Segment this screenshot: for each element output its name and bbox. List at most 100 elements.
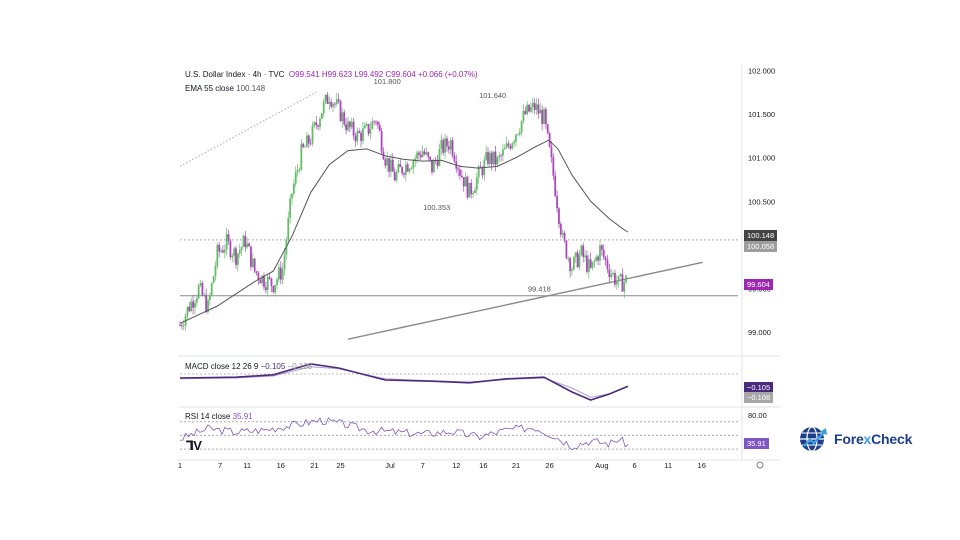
candle-body xyxy=(490,152,493,165)
candle-body xyxy=(569,258,572,272)
candle-body xyxy=(498,155,501,158)
price-annotation: 101.640 xyxy=(479,91,506,100)
candle-body xyxy=(472,192,474,195)
rsi-tag: 35.91 xyxy=(744,438,769,449)
candle-body xyxy=(362,128,364,141)
candle-body xyxy=(625,275,628,282)
candle-body xyxy=(330,101,333,107)
candle-body xyxy=(276,279,278,285)
candle-body xyxy=(371,121,374,130)
candle-body xyxy=(337,99,340,102)
candle-body xyxy=(488,152,491,164)
candle-body xyxy=(442,139,445,153)
candle-body xyxy=(419,154,422,158)
candle-body xyxy=(354,135,357,142)
chart-canvas[interactable]: 101.800 101.640 100.353 99.418 80.00 102.00… xyxy=(178,64,780,474)
x-tick-label: Aug xyxy=(595,461,608,470)
candle-body xyxy=(464,176,467,187)
macd-legend[interactable]: MACD close 12 26 9 −0.105 −0.108 xyxy=(185,362,312,371)
candle-body xyxy=(505,143,508,148)
candle-body xyxy=(550,146,553,158)
x-tick-label: 26 xyxy=(545,461,553,470)
candle-body xyxy=(561,232,564,235)
candle-body xyxy=(180,325,183,327)
candle-body xyxy=(587,259,590,272)
y-tick-label: 99.000 xyxy=(748,328,771,337)
candle-body xyxy=(475,177,478,190)
candle-body xyxy=(248,243,250,247)
candle-body xyxy=(233,248,236,256)
candle-body xyxy=(328,101,331,104)
candle-body xyxy=(502,149,504,156)
candle-body xyxy=(558,208,560,224)
candle-body xyxy=(386,158,389,166)
candle-body xyxy=(600,245,603,250)
candle-body xyxy=(192,301,194,308)
candle-body xyxy=(390,159,392,172)
macd-value-2: −0.108 xyxy=(287,362,313,371)
tv-logo-mark: ⅂V xyxy=(186,438,202,453)
candle-body xyxy=(279,267,282,280)
candle-body xyxy=(460,175,463,178)
candle-body xyxy=(307,135,310,144)
candle-body xyxy=(554,175,557,196)
price-annotation: 100.353 xyxy=(423,203,450,212)
brand-part-2: Check xyxy=(871,431,913,447)
candle-body xyxy=(341,112,344,122)
candle-body xyxy=(597,256,600,261)
candle-body xyxy=(324,94,327,102)
rsi-value: 35.91 xyxy=(232,412,253,421)
candle-body xyxy=(313,122,316,126)
brand-part-x: x xyxy=(863,431,872,447)
candle-body xyxy=(399,164,402,168)
candle-body xyxy=(236,253,239,265)
candle-body xyxy=(586,255,588,272)
candle-body xyxy=(311,125,314,144)
candle-body xyxy=(447,146,450,150)
candle-body xyxy=(518,132,521,135)
candle-body xyxy=(580,245,583,255)
candle-body xyxy=(578,254,581,268)
macd-line xyxy=(179,363,629,401)
candle-body xyxy=(222,250,224,253)
candle-body xyxy=(571,269,573,272)
candle-body xyxy=(223,249,226,253)
ohlc-high: H99.623 xyxy=(321,70,353,79)
symbol-title: U.S. Dollar Index · 4h · TVC xyxy=(185,70,285,79)
forexcheck-logo: ForexCheck xyxy=(798,424,912,454)
candle-body xyxy=(444,138,446,153)
macd-tag-1: −0.105 xyxy=(744,382,774,393)
candle-body xyxy=(466,176,469,198)
candle-body xyxy=(477,166,480,178)
macd-signal-line xyxy=(179,366,629,398)
candle-body xyxy=(216,244,219,267)
candle-body xyxy=(334,103,336,105)
grid-layer xyxy=(178,64,780,461)
tradingview-logo[interactable]: ⅂V xyxy=(186,438,202,454)
candle-body xyxy=(427,152,430,157)
candle-body xyxy=(567,258,570,260)
candle-body xyxy=(541,109,544,124)
ohlc-change: +0.066 (+0.07%) xyxy=(417,70,478,79)
x-tick-label: Jul xyxy=(385,461,395,470)
candle-body xyxy=(604,257,607,261)
candle-body xyxy=(468,182,471,198)
candle-body xyxy=(511,143,514,149)
rsi-legend[interactable]: RSI 14 close 35.91 xyxy=(185,412,253,421)
candle-body xyxy=(242,235,245,248)
chart-frame[interactable]: 101.800 101.640 100.353 99.418 80.00 102.00… xyxy=(178,64,780,474)
candle-body xyxy=(283,254,286,270)
candle-body xyxy=(507,143,510,147)
candle-body xyxy=(365,123,368,126)
candle-body xyxy=(589,259,592,268)
candle-body xyxy=(546,124,549,134)
candle-body xyxy=(268,276,271,279)
candle-body xyxy=(449,140,452,150)
candle-body xyxy=(348,121,351,128)
candle-body xyxy=(201,283,204,296)
candle-body xyxy=(266,276,269,291)
settings-gear-icon[interactable] xyxy=(756,461,764,469)
ema-legend[interactable]: EMA 55 close 100.148 xyxy=(185,84,265,93)
candle-body xyxy=(584,255,586,257)
macd-value-1: −0.105 xyxy=(260,362,286,371)
